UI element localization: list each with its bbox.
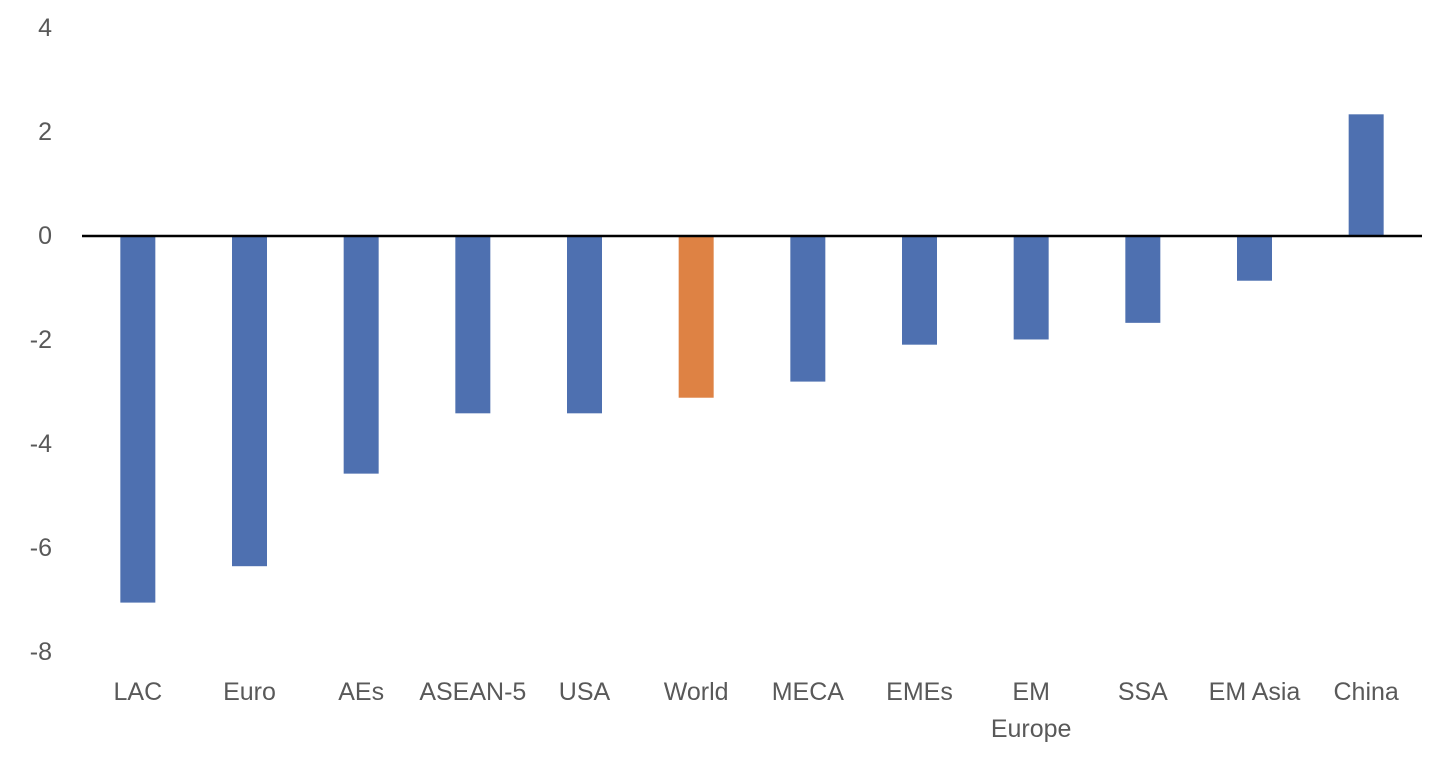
bar-em-asia <box>1237 236 1272 281</box>
x-tick-label-line: EM <box>1012 678 1050 706</box>
bar-china <box>1348 114 1384 236</box>
x-tick-label-china: China <box>1334 678 1399 706</box>
y-tick-label: 2 <box>38 118 52 146</box>
x-tick-label-line: EMEs <box>886 678 953 706</box>
bars <box>120 114 1384 603</box>
x-tick-label-line: EM Asia <box>1209 678 1301 706</box>
x-tick-label-usa: USA <box>559 678 611 706</box>
x-tick-label-line: ASEAN-5 <box>419 678 526 706</box>
y-axis: 4 2 0 -2 -4 -6 -8 <box>30 14 52 666</box>
x-tick-label-line: AEs <box>338 678 384 706</box>
y-tick-label: -2 <box>30 326 52 354</box>
x-tick-label-em-europe: EM Europe <box>991 678 1072 743</box>
x-tick-label-line: MECA <box>772 678 845 706</box>
x-axis: LAC Euro AEs ASEAN-5 USA World MECA EMEs EM Europ… <box>114 678 1399 743</box>
bar-meca <box>790 236 826 382</box>
x-tick-label-line: USA <box>559 678 611 706</box>
x-tick-label-line: Europe <box>991 715 1072 743</box>
x-tick-label-line: World <box>664 678 729 706</box>
x-tick-label-meca: MECA <box>772 678 845 706</box>
y-tick-label: -4 <box>30 430 52 458</box>
x-tick-label-lac: LAC <box>114 678 163 706</box>
bar-aes <box>343 236 379 474</box>
bar-asean-5 <box>455 236 491 414</box>
x-tick-label-ssa: SSA <box>1118 678 1168 706</box>
bar-usa <box>567 236 602 414</box>
y-tick-label: -8 <box>30 638 52 666</box>
x-tick-label-asean-5: ASEAN-5 <box>419 678 526 706</box>
x-tick-label-aes: AEs <box>338 678 384 706</box>
bar-euro <box>232 236 267 567</box>
bar-em-europe <box>1013 236 1049 340</box>
y-tick-label: 4 <box>38 14 52 42</box>
bar-lac <box>120 236 156 603</box>
y-tick-label: -6 <box>30 534 52 562</box>
x-tick-label-line: China <box>1334 678 1399 706</box>
x-tick-label-line: Euro <box>223 678 276 706</box>
bar-world <box>678 236 714 398</box>
x-tick-label-line: SSA <box>1118 678 1168 706</box>
bar-ssa <box>1125 236 1161 323</box>
x-tick-label-emes: EMEs <box>886 678 953 706</box>
x-tick-label-em-asia: EM Asia <box>1209 678 1301 706</box>
x-tick-label-line: LAC <box>114 678 163 706</box>
bar-emes <box>902 236 937 345</box>
x-tick-label-euro: Euro <box>223 678 276 706</box>
y-tick-label: 0 <box>38 222 52 250</box>
x-tick-label-world: World <box>664 678 729 706</box>
